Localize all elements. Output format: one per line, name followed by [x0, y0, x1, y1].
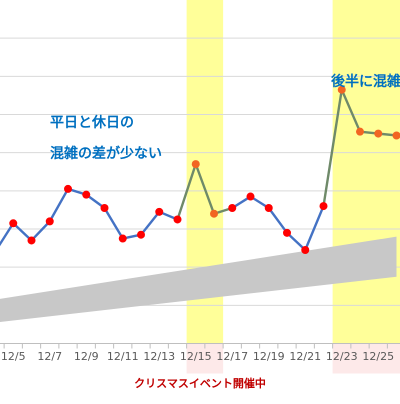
- data-point-12/13: [155, 208, 163, 216]
- data-point-12/8: [64, 185, 72, 193]
- data-point-12/15: [192, 160, 200, 168]
- line-segment: [141, 212, 159, 235]
- line-segment: [50, 189, 68, 221]
- x-tick-label: 12/19: [253, 350, 285, 363]
- data-point-12/21: [301, 246, 309, 254]
- data-point-12/6: [28, 236, 36, 244]
- data-point-12/20: [283, 229, 291, 237]
- x-tick-label: 12/7: [37, 350, 62, 363]
- line-segment: [0, 223, 13, 252]
- data-point-12/18: [247, 193, 255, 201]
- data-point-12/5: [9, 219, 17, 227]
- annotation-line-2: 混雑の差が少ない: [50, 145, 162, 162]
- x-tick-label: 12/25: [362, 350, 394, 363]
- x-tick-label: 12/11: [107, 350, 139, 363]
- data-point-12/9: [82, 191, 90, 199]
- highlight-range-1: [333, 0, 400, 344]
- x-tick-label: 12/15: [180, 350, 212, 363]
- line-segment: [305, 206, 323, 250]
- data-point-12/24: [356, 128, 364, 136]
- data-point-12/7: [46, 217, 54, 225]
- data-point-12/14: [174, 215, 182, 223]
- data-point-12/17: [228, 204, 236, 212]
- line-segment: [105, 208, 123, 239]
- data-point-12/11: [119, 235, 127, 243]
- data-point-12/16: [210, 210, 218, 218]
- x-tick-label: 12/13: [143, 350, 175, 363]
- data-point-12/19: [265, 204, 273, 212]
- data-point-12/10: [101, 204, 109, 212]
- data-point-12/25: [374, 130, 382, 138]
- x-tick-label: 12/17: [216, 350, 248, 363]
- x-tick-label: 12/23: [326, 350, 358, 363]
- data-point-12/12: [137, 231, 145, 239]
- x-tick-label: 12/9: [74, 350, 99, 363]
- annotation-late-crowd: 後半に混雑: [331, 73, 400, 90]
- annotation-line-1: 平日と休日の: [50, 114, 134, 131]
- event-label: クリスマスイベント開催中: [134, 376, 266, 390]
- x-tick-label: 12/5: [1, 350, 26, 363]
- x-tick-label: 12/21: [289, 350, 321, 363]
- highlight-bands: [187, 0, 400, 374]
- data-point-12/22: [320, 202, 328, 210]
